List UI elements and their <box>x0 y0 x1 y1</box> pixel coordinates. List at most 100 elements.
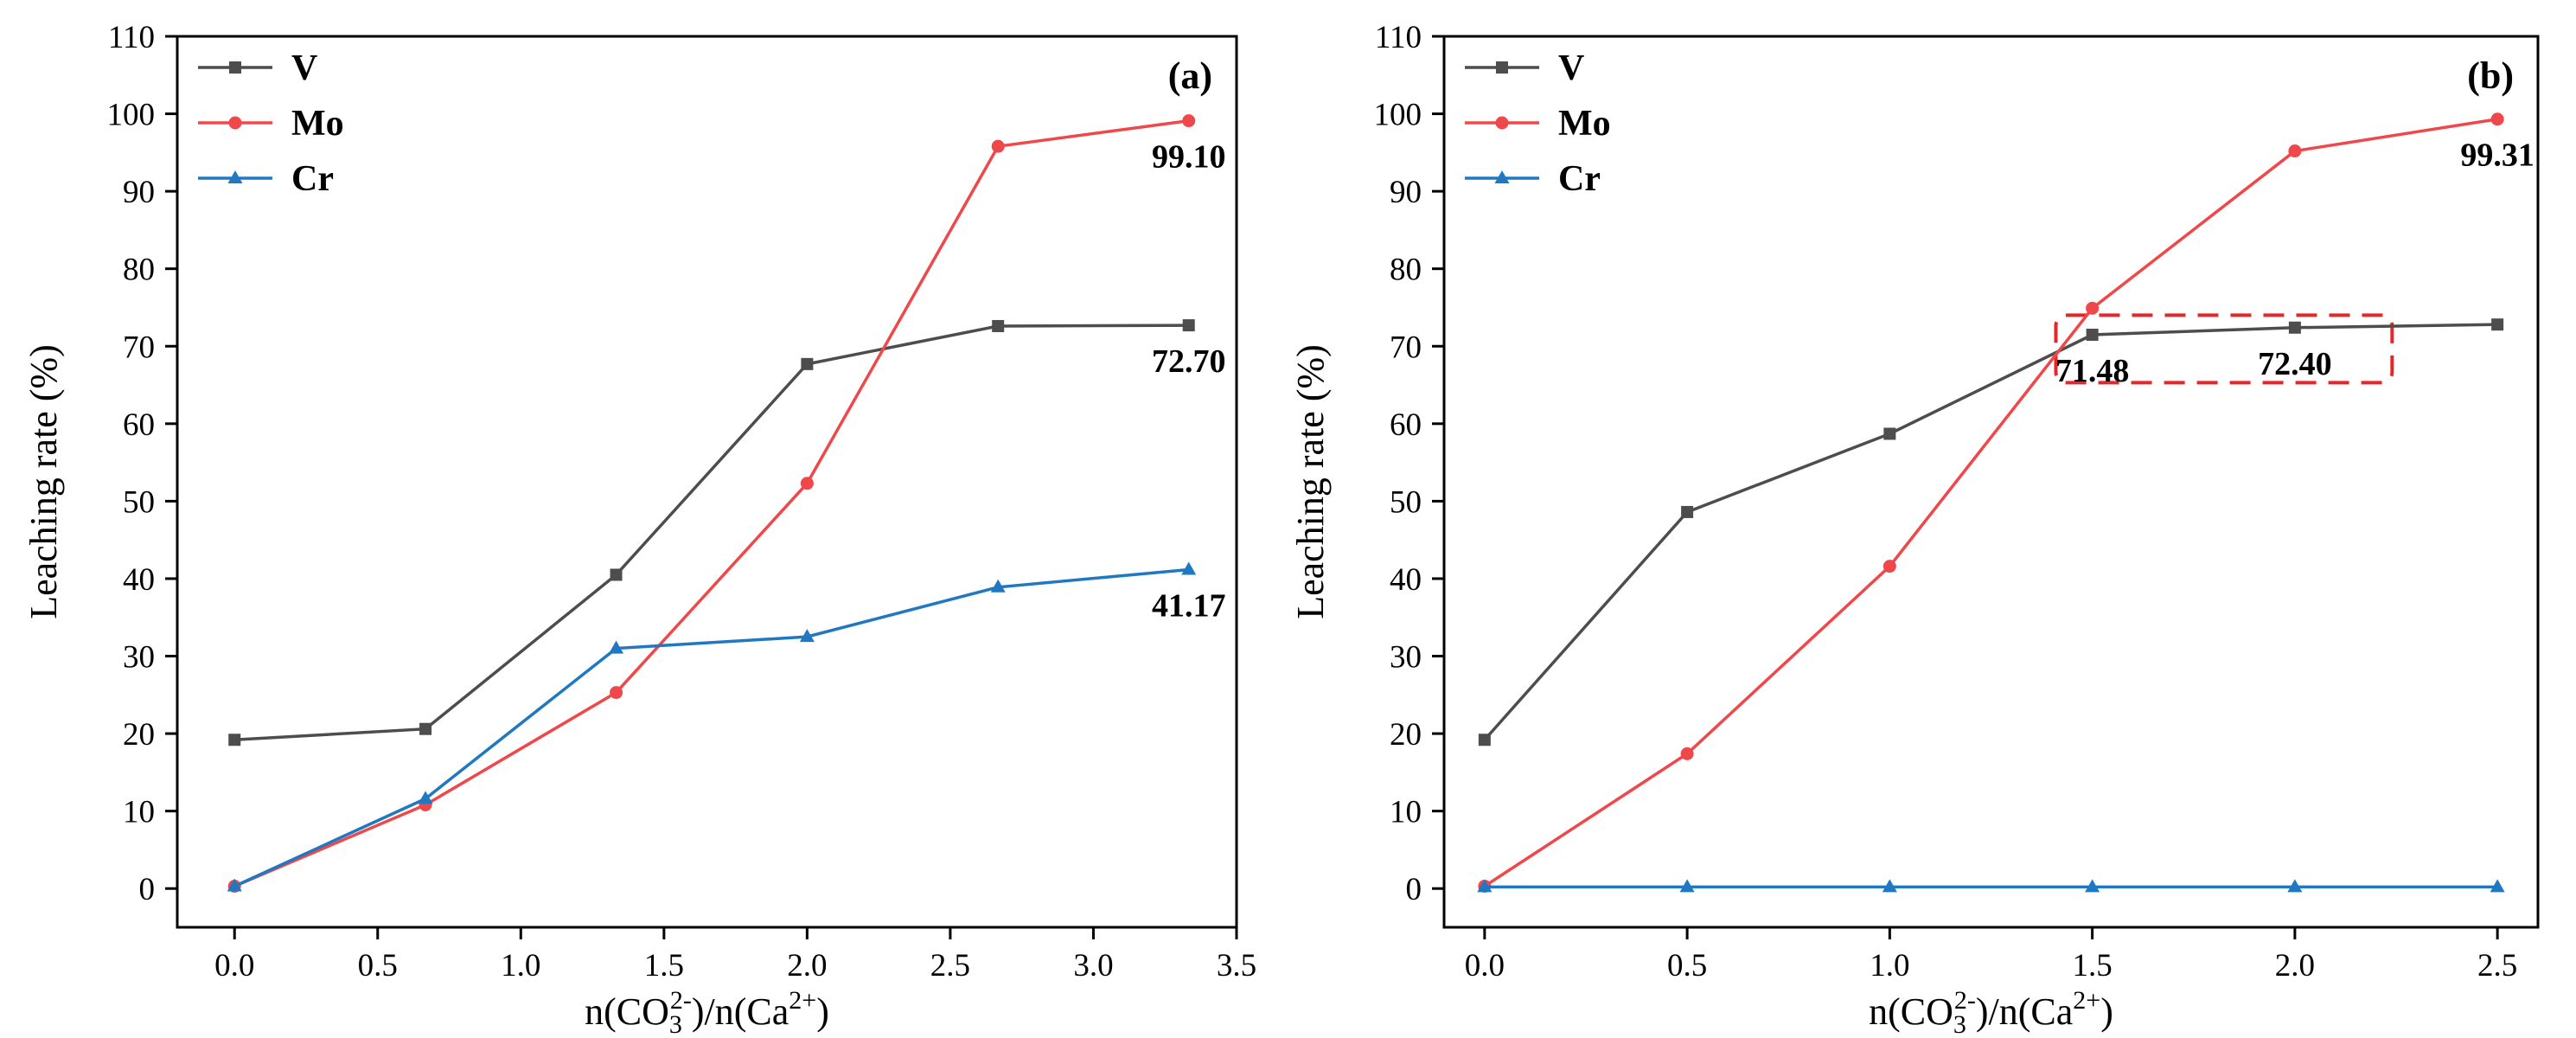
data-point <box>2287 879 2303 893</box>
data-point <box>2086 301 2100 315</box>
y-tick-label: 50 <box>1390 484 1422 520</box>
data-point <box>2490 879 2505 893</box>
data-point <box>2490 112 2504 126</box>
y-axis-label: Leaching rate (%) <box>1289 344 1332 619</box>
x-tick-label: 1.5 <box>2073 948 2113 984</box>
data-label: 71.48 <box>2055 353 2130 389</box>
data-point <box>1182 114 1196 128</box>
data-point <box>1477 879 1493 893</box>
series-line <box>233 567 1189 888</box>
x-tick-label: 0.0 <box>1465 948 1505 984</box>
data-point <box>1681 505 1694 518</box>
data-point <box>799 629 815 643</box>
y-tick-label: 40 <box>1390 562 1422 598</box>
y-tick-label: 20 <box>123 717 155 753</box>
legend-label: Mo <box>1558 104 1611 144</box>
series-line <box>233 119 1189 888</box>
x-tick-label: 1.5 <box>644 948 684 984</box>
y-tick-label: 110 <box>108 20 155 55</box>
data-point <box>1680 746 1694 760</box>
y-tick-label: 0 <box>139 872 156 907</box>
series-line <box>1483 118 2498 887</box>
data-point <box>2491 318 2504 331</box>
y-tick-label: 80 <box>1390 253 1422 288</box>
data-point <box>991 139 1005 153</box>
data-point <box>1679 879 1695 893</box>
data-label: 99.10 <box>1152 139 1226 176</box>
data-point <box>1478 734 1491 746</box>
legend-marker <box>229 61 241 74</box>
series-mo <box>227 114 1196 894</box>
x-tick-label: 0.5 <box>358 948 398 984</box>
data-point <box>609 640 624 654</box>
data-label: 41.17 <box>1152 587 1226 624</box>
x-tick-label: 0.5 <box>1667 948 1707 984</box>
panel-label: (b) <box>2467 54 2514 97</box>
y-tick-label: 70 <box>1390 330 1422 365</box>
series-line <box>234 324 1189 741</box>
series-v <box>1478 318 2504 746</box>
data-point <box>801 357 814 370</box>
legend: V Mo Cr <box>1465 48 1611 199</box>
y-tick-label: 10 <box>123 795 155 830</box>
y-tick-label: 30 <box>123 640 155 676</box>
plot-frame <box>1442 35 2540 929</box>
y-tick-label: 30 <box>1390 640 1422 676</box>
x-tick-label: 2.0 <box>787 948 827 984</box>
data-label: 72.70 <box>1152 343 1226 380</box>
legend-marker <box>1496 61 1508 74</box>
data-point <box>610 568 623 581</box>
y-axis-label: Leaching rate (%) <box>22 344 65 619</box>
data-point <box>2288 144 2302 158</box>
data-point <box>800 477 814 490</box>
series-line <box>1483 323 2498 741</box>
chart-panel-b: 0 10 20 30 40 50 60 70 80 90 100 110 0.0 0.5 1.0 1.5 2.0… <box>1289 20 2540 1038</box>
legend-label: Cr <box>291 159 334 199</box>
y-tick-label: 40 <box>123 562 155 598</box>
plot-frame <box>176 35 1238 929</box>
chart-panel-a: 0 10 20 30 40 50 60 70 80 90 100 110 0.0 0.5 1.0 1.5 2.0… <box>22 20 1256 1038</box>
data-point <box>1882 560 1896 573</box>
y-tick-label: 80 <box>123 253 155 288</box>
y-tick-label: 60 <box>123 407 155 443</box>
data-point <box>1883 427 1896 440</box>
legend-label: Mo <box>291 104 344 144</box>
series-cr <box>227 561 1197 892</box>
x-tick-label: 2.5 <box>2477 948 2517 984</box>
y-tick-label: 0 <box>1406 872 1422 907</box>
x-tick-label: 2.0 <box>2275 948 2315 984</box>
data-point <box>419 722 432 735</box>
y-tick-label: 90 <box>123 175 155 210</box>
legend: V Mo Cr <box>198 48 344 199</box>
x-tick-label: 1.0 <box>501 948 540 984</box>
y-tick-label: 60 <box>1390 407 1422 443</box>
data-label: 72.40 <box>2258 346 2332 382</box>
data-point <box>228 734 241 746</box>
x-tick-label: 3.5 <box>1217 948 1256 984</box>
data-point <box>1181 561 1197 575</box>
data-point <box>992 319 1005 332</box>
x-axis-label: n(CO32-)/n(Ca2+) <box>1869 986 2113 1038</box>
x-tick-label: 1.0 <box>1870 948 1909 984</box>
data-point <box>2085 879 2100 893</box>
legend-label: V <box>1558 48 1584 88</box>
y-tick-label: 70 <box>123 330 155 365</box>
x-tick-label: 3.0 <box>1073 948 1113 984</box>
y-tick-label: 90 <box>1390 175 1422 210</box>
series-v <box>228 319 1195 746</box>
data-point <box>418 791 433 804</box>
panel-label: (a) <box>1168 54 1212 97</box>
data-point <box>2086 329 2099 342</box>
data-point <box>2288 321 2301 334</box>
data-point <box>990 579 1006 593</box>
data-point <box>1182 319 1195 332</box>
y-tick-label: 20 <box>1390 717 1422 753</box>
x-axis-label: n(CO32-)/n(Ca2+) <box>585 986 829 1038</box>
y-tick-label: 110 <box>1375 20 1422 55</box>
y-tick-label: 100 <box>1374 98 1422 133</box>
data-point <box>227 878 242 892</box>
y-tick-label: 10 <box>1390 795 1422 830</box>
legend-label: Cr <box>1558 159 1601 199</box>
series-mo <box>1478 112 2504 894</box>
